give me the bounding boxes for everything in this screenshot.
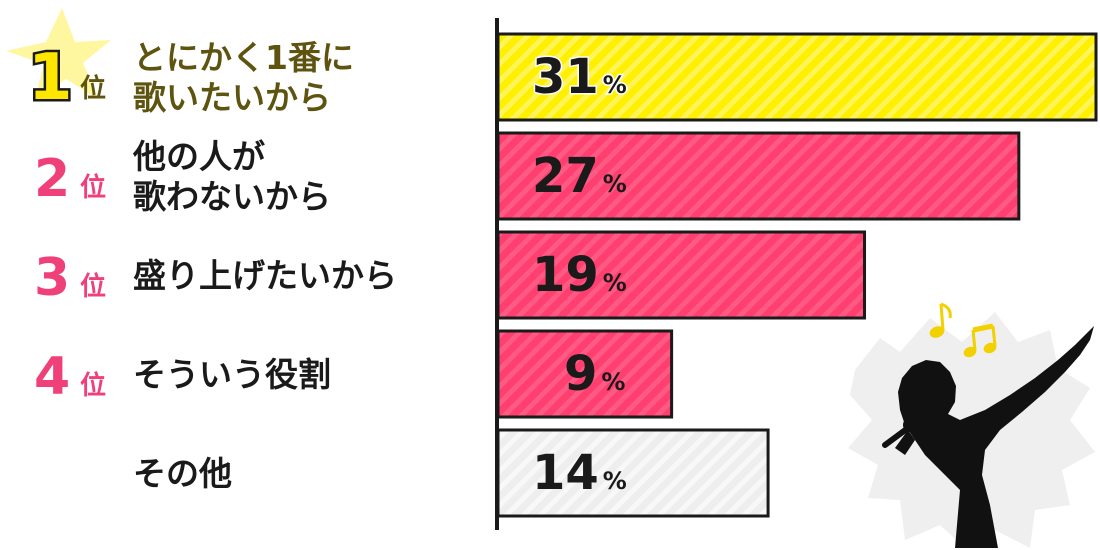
unit-label-2: % (603, 170, 627, 198)
rank-number-2: 2 (34, 149, 70, 209)
bar-1 (496, 32, 1098, 122)
category-label-3-line-1: 盛り上げたいから (133, 256, 397, 295)
rank-suffix-3: 位 (80, 271, 106, 302)
rank-number-4: 4 (34, 347, 70, 407)
karaoke-singer-icon (848, 312, 1095, 548)
rank-suffix-4: 位 (80, 370, 106, 401)
music-note-icon (929, 302, 997, 358)
category-label-5-line-1: その他 (133, 454, 232, 493)
category-label-1-line-1: とにかく1番に (133, 38, 354, 77)
unit-label-5: % (603, 467, 627, 495)
rank-number-3: 3 (34, 248, 70, 308)
category-label-2-line-1: 他の人が (132, 137, 265, 176)
bar-2 (496, 131, 1021, 221)
star-icon (6, 8, 111, 99)
category-label-4-line-1: そういう役割 (133, 355, 331, 394)
category-label-2-line-2: 歌わないから (133, 177, 331, 216)
rank-suffix-2: 位 (80, 172, 106, 203)
category-labels-group: 1 位とにかく1番に歌いたいから2 位他の人が歌わないから3 位盛り上げたいから4 位そ… (26, 38, 398, 493)
rank-suffix-1: 位 (80, 73, 106, 104)
rank-number-1: 1 (28, 41, 73, 115)
bar-4 (496, 329, 674, 419)
unit-label-4: % (601, 368, 625, 396)
unit-label-3: % (603, 269, 627, 297)
category-label-1-line-2: 歌いたいから (133, 78, 331, 117)
unit-label-1: % (603, 71, 627, 99)
bars-group: 31 %27 %19 %9 %14% (496, 32, 1098, 518)
